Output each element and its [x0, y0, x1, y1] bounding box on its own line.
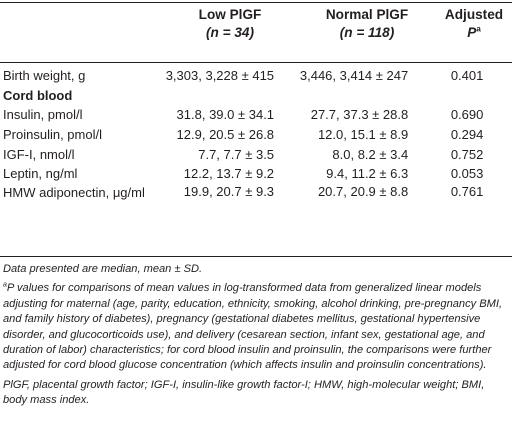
normal-plgf-value: 27.7, 37.3 ± 28.8	[310, 107, 409, 123]
footnote-mark: a	[3, 281, 7, 289]
header-rule	[0, 62, 512, 63]
section-row: Cord blood	[0, 86, 512, 106]
row-label: Insulin, pmol/l	[3, 107, 83, 123]
p-value: 0.752	[450, 146, 484, 162]
header-adjusted-p: Adjusted Pa	[436, 6, 512, 42]
header-p-title: Adjusted	[444, 7, 504, 22]
header-normal-title: Normal PlGF	[325, 7, 409, 22]
header-p-symbol: P	[467, 25, 477, 40]
normal-plgf-value: 12.0, 15.1 ± 8.9	[317, 127, 409, 143]
normal-plgf-value: 8.0, 8.2 ± 3.4	[332, 146, 409, 162]
table-row: HMW adiponectin, μg/ml 19.9, 20.7 ± 9.3 …	[0, 184, 512, 204]
table-row: Proinsulin, pmol/l 12.9, 20.5 ± 26.8 12.…	[0, 125, 512, 145]
table-row: IGF-I, nmol/l 7.7, 7.7 ± 3.5 8.0, 8.2 ± …	[0, 144, 512, 164]
row-label: HMW adiponectin, μg/ml	[3, 184, 145, 200]
row-label: Proinsulin, pmol/l	[3, 127, 102, 143]
footnote-text: P values for comparisons of mean values …	[3, 282, 503, 372]
header-p-sup: a	[476, 24, 481, 34]
low-plgf-value: 31.8, 39.0 ± 34.1	[176, 107, 275, 123]
data-table: Birth weight, g 3,303, 3,228 ± 415 3,446…	[0, 66, 512, 203]
header-p-symbol-line: Pa	[436, 24, 512, 42]
normal-plgf-value: 9.4, 11.2 ± 6.3	[326, 166, 409, 182]
p-value: 0.761	[450, 183, 484, 199]
table-row: Birth weight, g 3,303, 3,228 ± 415 3,446…	[0, 66, 512, 86]
table-footnotes: Data presented are median, mean ± SD. aP…	[3, 262, 509, 413]
header-normal-n: (n = 118)	[339, 25, 395, 40]
note-abbreviations: PlGF, placental growth factor; IGF-I, in…	[3, 378, 485, 407]
low-plgf-value: 3,303, 3,228 ± 415	[165, 68, 275, 84]
row-label: Birth weight, g	[3, 68, 86, 84]
p-value: 0.690	[450, 107, 484, 123]
note-data-presented: Data presented are median, mean ± SD.	[3, 263, 203, 275]
p-value: 0.294	[450, 127, 484, 143]
low-plgf-value: 7.7, 7.7 ± 3.5	[198, 146, 275, 162]
low-plgf-value: 12.9, 20.5 ± 26.8	[176, 127, 275, 143]
section-label: Cord blood	[3, 87, 73, 103]
p-value: 0.053	[450, 166, 484, 182]
note-p-values: aP values for comparisons of mean values…	[3, 281, 509, 373]
row-label: Leptin, ng/ml	[3, 166, 78, 182]
p-value: 0.401	[450, 68, 484, 84]
header-low-title: Low PlGF	[198, 7, 262, 22]
table-row: Leptin, ng/ml 12.2, 13.7 ± 9.2 9.4, 11.2…	[0, 164, 512, 184]
header-low-n: (n = 34)	[206, 25, 254, 40]
bottom-rule	[0, 256, 512, 257]
low-plgf-value: 12.2, 13.7 ± 9.2	[183, 166, 275, 182]
low-plgf-value: 19.9, 20.7 ± 9.3	[183, 183, 275, 199]
row-label: IGF-I, nmol/l	[3, 146, 75, 162]
normal-plgf-value: 3,446, 3,414 ± 247	[299, 68, 409, 84]
table-row: Insulin, pmol/l 31.8, 39.0 ± 34.1 27.7, …	[0, 105, 512, 125]
header-low-plgf: Low PlGF (n = 34)	[170, 6, 290, 42]
header-normal-plgf: Normal PlGF (n = 118)	[302, 6, 432, 42]
normal-plgf-value: 20.7, 20.9 ± 8.8	[317, 183, 409, 199]
top-rule	[0, 2, 512, 3]
